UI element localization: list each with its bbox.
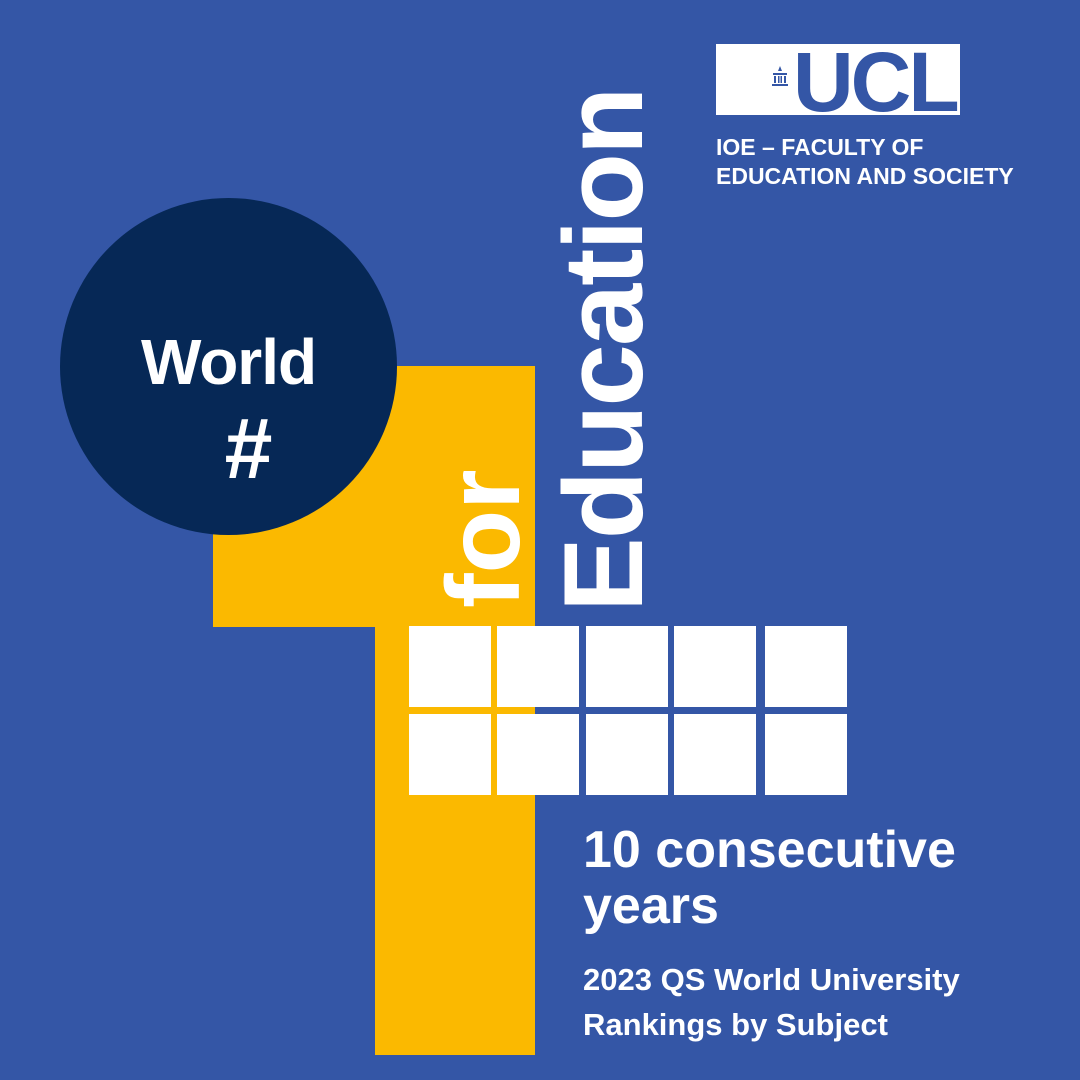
year-square (674, 714, 756, 795)
headline-line-2: years (583, 877, 719, 935)
ucl-logo-text: UCL (793, 35, 960, 129)
badge-hash-text: # (224, 401, 273, 497)
year-square (586, 626, 668, 707)
faculty-name: IOE – FACULTY OF EDUCATION AND SOCIETY (716, 133, 1014, 191)
year-square (497, 626, 579, 707)
year-square (765, 714, 847, 795)
badge-world-text: World (140, 326, 317, 398)
numeral-one-stem (375, 366, 535, 1055)
source-text: 2023 QS World University Rankings by Sub… (583, 957, 960, 1047)
year-square (765, 626, 847, 707)
portico-building-icon (772, 66, 788, 86)
faculty-line-1: IOE – FACULTY OF (716, 134, 924, 160)
education-text: Education (541, 88, 666, 612)
world-badge-circle (60, 198, 397, 535)
source-line-1: 2023 QS World University (583, 962, 960, 997)
source-line-2: Rankings by Subject (583, 1007, 888, 1042)
year-square (674, 626, 756, 707)
headline-line-1: 10 consecutive (583, 821, 956, 879)
year-square (497, 714, 579, 795)
year-square (409, 714, 491, 795)
faculty-line-2: EDUCATION AND SOCIETY (716, 163, 1014, 189)
for-text: for (426, 469, 542, 608)
ucl-logo-box (716, 44, 960, 115)
year-square (586, 714, 668, 795)
headline: 10 consecutive years (583, 822, 956, 934)
year-square (409, 626, 491, 707)
